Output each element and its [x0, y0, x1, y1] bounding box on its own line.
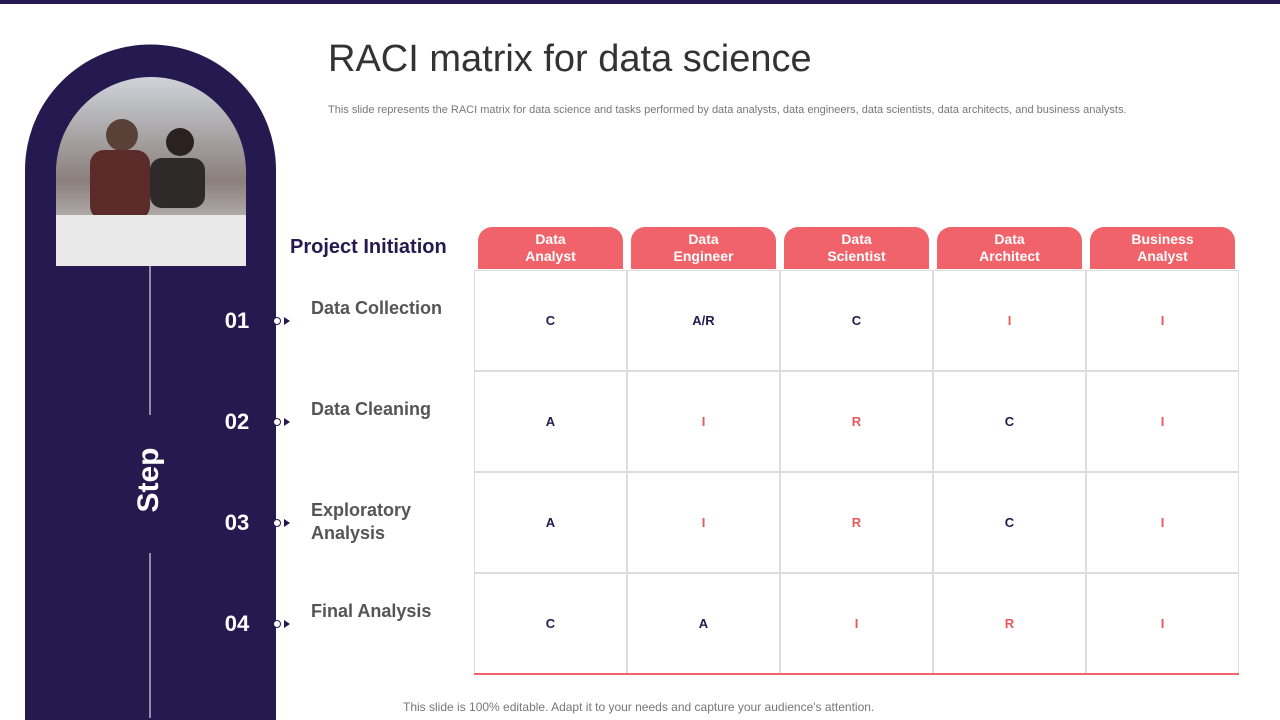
step-number: 01: [224, 307, 250, 333]
matrix-cell: I: [780, 573, 933, 674]
step-dot: [273, 417, 281, 426]
photo-figure: [150, 158, 205, 208]
step-arrow: [284, 619, 290, 628]
step-number: 02: [224, 408, 250, 434]
matrix-cell: I: [1086, 270, 1239, 371]
column-header: Data Architect: [937, 227, 1082, 269]
photo-figure: [166, 128, 194, 156]
description: This slide represents the RACI matrix fo…: [328, 104, 1127, 116]
column-header: Data Engineer: [631, 227, 776, 269]
column-header: Data Scientist: [784, 227, 929, 269]
matrix-cell: I: [627, 371, 780, 472]
matrix-cell: A: [474, 472, 627, 573]
matrix-cell: I: [627, 472, 780, 573]
matrix-cell: I: [1086, 573, 1239, 674]
matrix-cell: I: [1086, 472, 1239, 573]
photo-figure: [106, 119, 138, 151]
column-header: Business Analyst: [1090, 227, 1235, 269]
column-header: Data Analyst: [478, 227, 623, 269]
photo-figure: [90, 150, 150, 220]
step-arrow: [284, 316, 290, 325]
matrix-cell: R: [933, 573, 1086, 674]
row-label: Exploratory Analysis: [311, 499, 412, 543]
step-dot: [273, 619, 281, 628]
matrix-cell: I: [933, 270, 1086, 371]
step-dot: [273, 316, 281, 325]
matrix-cell: I: [1086, 371, 1239, 472]
matrix-cell: A: [627, 573, 780, 674]
matrix-cell: R: [780, 472, 933, 573]
title: RACI matrix for data science: [328, 38, 812, 80]
matrix-cell: C: [780, 270, 933, 371]
step-arrow: [284, 417, 290, 426]
section-title: Project Initiation: [290, 236, 447, 258]
step-number: 03: [224, 509, 250, 535]
side-label: Step: [132, 447, 165, 512]
photo-table: [56, 215, 246, 266]
step-number: 04: [224, 610, 250, 636]
matrix-cell: C: [474, 573, 627, 674]
matrix-cell: R: [780, 371, 933, 472]
matrix-cell: C: [474, 270, 627, 371]
row-label: Final Analysis: [311, 600, 432, 621]
matrix-cell: A: [474, 371, 627, 472]
table-bottom-line: [474, 673, 1239, 675]
matrix-cell: C: [933, 371, 1086, 472]
row-label: Data Cleaning: [311, 398, 432, 419]
matrix-cell: A/R: [627, 270, 780, 371]
step-dot: [273, 518, 281, 527]
step-arrow: [284, 518, 290, 527]
side-panel: Step: [25, 44, 276, 720]
footer: This slide is 100% editable. Adapt it to…: [403, 700, 875, 714]
top-bar: [0, 0, 1280, 4]
row-label: Data Collection: [311, 297, 443, 318]
matrix-cell: C: [933, 472, 1086, 573]
